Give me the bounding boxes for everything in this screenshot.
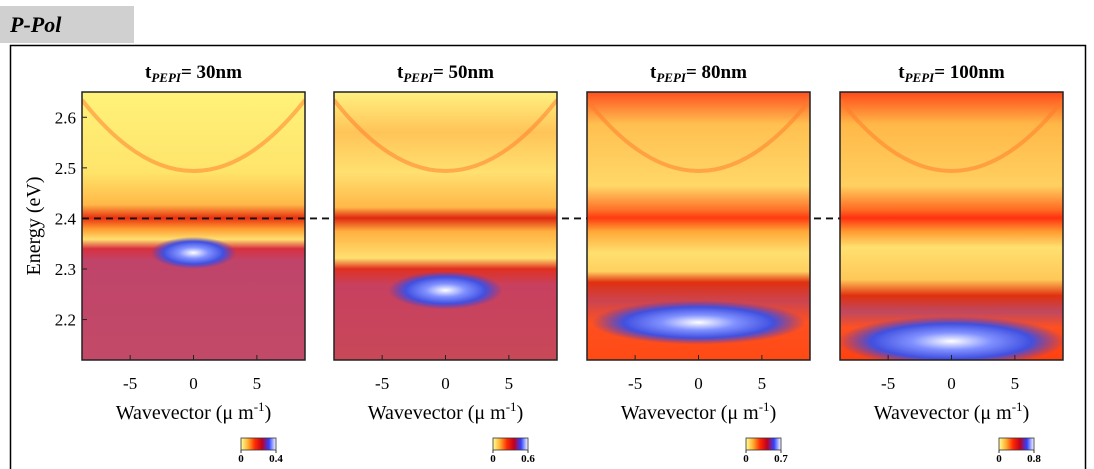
header: P-Pol bbox=[9, 12, 62, 37]
title-main: t bbox=[397, 62, 404, 83]
x-tick-label: -5 bbox=[123, 374, 137, 393]
title-sub: PEPI bbox=[151, 70, 182, 85]
x-tick-label: 0 bbox=[694, 374, 703, 393]
heatmap-image bbox=[82, 92, 305, 360]
panel-title: tPEPI= 80nm bbox=[650, 62, 747, 85]
title-rest: = 80nm bbox=[686, 62, 747, 83]
title-main: t bbox=[145, 62, 152, 83]
header-box bbox=[0, 6, 134, 43]
x-label-end: ) bbox=[770, 402, 777, 424]
colorbar bbox=[745, 437, 782, 451]
colorbar-tick-label: 0.8 bbox=[1027, 453, 1041, 465]
heatmap-dispersion bbox=[840, 98, 1063, 173]
title-rest: = 50nm bbox=[433, 62, 494, 83]
x-tick-label: 5 bbox=[505, 374, 514, 393]
title-sub: PEPI bbox=[905, 70, 936, 85]
y-tick-label: 2.4 bbox=[55, 209, 77, 228]
x-label-sup: -1 bbox=[254, 399, 265, 414]
x-axis-label: Wavevector (μ m-1) bbox=[874, 399, 1029, 424]
x-tick-label: 5 bbox=[253, 374, 262, 393]
title-rest: = 30nm bbox=[181, 62, 242, 83]
heatmap-dispersion bbox=[334, 98, 557, 173]
x-label-end: ) bbox=[517, 402, 524, 424]
y-tick-label: 2.2 bbox=[55, 311, 76, 330]
colorbar-tick-label: 0.4 bbox=[269, 453, 283, 465]
heatmap bbox=[334, 92, 557, 360]
panel-title: tPEPI= 50nm bbox=[397, 62, 494, 85]
title-sub: PEPI bbox=[656, 70, 687, 85]
x-label-end: ) bbox=[265, 402, 272, 424]
colorbar bbox=[240, 437, 277, 451]
x-label-text: Wavevector (μ m bbox=[116, 402, 254, 424]
x-tick-label: -5 bbox=[628, 374, 642, 393]
colorbar-tick-label: 0.7 bbox=[774, 453, 788, 465]
x-tick-label: -5 bbox=[881, 374, 895, 393]
heatmap-image bbox=[334, 92, 557, 360]
x-tick-label: -5 bbox=[375, 374, 389, 393]
title-rest: = 100nm bbox=[934, 62, 1005, 83]
x-label-sup: -1 bbox=[506, 399, 517, 414]
panel-title: tPEPI= 30nm bbox=[145, 62, 242, 85]
panel-title: tPEPI= 100nm bbox=[898, 62, 1005, 85]
colorbar-tick-label: 0 bbox=[490, 453, 496, 465]
x-label-text: Wavevector (μ m bbox=[874, 402, 1012, 424]
y-axis-label: Energy (eV) bbox=[23, 176, 45, 275]
heatmap bbox=[82, 92, 305, 360]
heatmap-dispersion bbox=[587, 98, 810, 173]
x-label-text: Wavevector (μ m bbox=[621, 402, 759, 424]
x-tick-label: 5 bbox=[758, 374, 767, 393]
colorbar-tick-label: 0 bbox=[743, 453, 749, 465]
title-sub: PEPI bbox=[403, 70, 434, 85]
x-tick-label: 0 bbox=[947, 374, 956, 393]
title-main: t bbox=[898, 62, 905, 83]
x-tick-label: 0 bbox=[441, 374, 450, 393]
x-label-sup: -1 bbox=[1012, 399, 1023, 414]
heatmap-band bbox=[388, 271, 503, 310]
y-tick-label: 2.3 bbox=[55, 260, 76, 279]
x-label-end: ) bbox=[1023, 402, 1030, 424]
heatmap bbox=[587, 92, 810, 360]
heatmap-band bbox=[150, 236, 237, 269]
x-axis-label: Wavevector (μ m-1) bbox=[116, 399, 271, 424]
heatmap-band bbox=[840, 316, 1063, 360]
figure-frame bbox=[9, 44, 1087, 469]
title-main: t bbox=[650, 62, 657, 83]
colorbar-tick-label: 0 bbox=[996, 453, 1002, 465]
colorbar bbox=[998, 437, 1035, 451]
x-tick-label: 5 bbox=[1011, 374, 1020, 393]
y-tick-label: 2.5 bbox=[55, 159, 76, 178]
colorbar bbox=[492, 437, 529, 451]
x-tick-label: 0 bbox=[189, 374, 198, 393]
heatmap bbox=[840, 92, 1063, 360]
y-tick-label: 2.6 bbox=[55, 108, 76, 127]
heatmap-dispersion bbox=[82, 98, 305, 173]
x-axis-label: Wavevector (μ m-1) bbox=[368, 399, 523, 424]
x-axis-label: Wavevector (μ m-1) bbox=[621, 399, 776, 424]
x-label-sup: -1 bbox=[759, 399, 770, 414]
colorbar-tick-label: 0.6 bbox=[521, 453, 535, 465]
colorbar-tick-label: 0 bbox=[238, 453, 244, 465]
x-label-text: Wavevector (μ m bbox=[368, 402, 506, 424]
heatmap-band bbox=[591, 300, 806, 345]
heatmap-image bbox=[840, 92, 1063, 360]
